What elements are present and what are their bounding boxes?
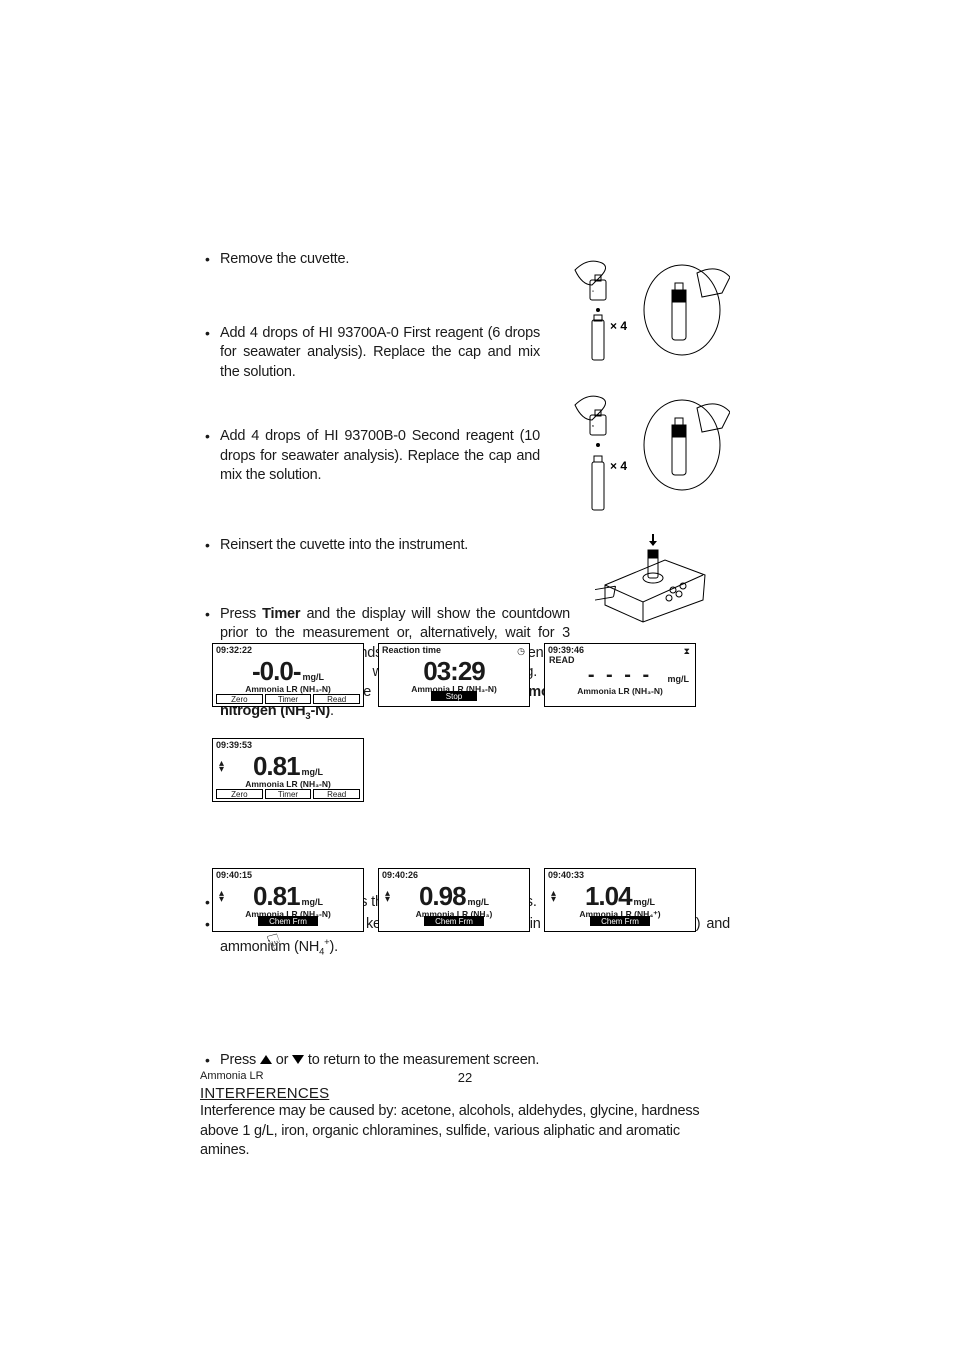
step-timer-1: Press — [220, 606, 262, 622]
lcd-result: 09:39:53 ▴▾ 0.81mg/L Ammonia LR (NH₃-N) … — [212, 738, 364, 802]
step-reagent-b: Add 4 drops of HI 93700B-0 Second reagen… — [200, 427, 540, 486]
interferences-body: Interference may be caused by: acetone, … — [200, 1102, 730, 1161]
lcd6-unit: mg/L — [468, 897, 490, 907]
lcd7-unit: mg/L — [634, 897, 656, 907]
lcd1-time: 09:32:22 — [216, 645, 252, 655]
lcd1-unit: mg/L — [302, 672, 324, 682]
lcd1-value: -0.0- — [252, 656, 300, 686]
lcd1-btn-timer: Timer — [265, 694, 312, 704]
arrows2-b: or — [272, 1052, 292, 1068]
illus-reagent-a: A × 4 — [570, 255, 730, 375]
hourglass-icon: ⧗ — [684, 646, 690, 657]
arrows2-c: to return to the measurement screen. — [304, 1052, 539, 1068]
footer-page: 22 — [200, 1070, 730, 1085]
lcd4-unit: mg/L — [302, 767, 324, 777]
step-remove-text: Remove the cuvette. — [220, 251, 349, 267]
lcd5-chem: Chem Frm — [258, 916, 318, 926]
lcd5-value: 0.81 — [253, 881, 300, 911]
lcd-chem-2: 09:40:26 ▴▾ 0.98mg/L Ammonia LR (NH₃) Ch… — [378, 868, 530, 932]
illus-instrument — [595, 530, 715, 625]
step-reagent-a-text: Add 4 drops of HI 93700A-0 First reagent… — [220, 325, 540, 380]
lcd-chem-3: 09:40:33 ▴▾ 1.04mg/L Ammonia LR (NH₄⁺) C… — [544, 868, 696, 932]
x4-b: × 4 — [610, 459, 627, 473]
step-arrows2: Press or to return to the measurement sc… — [200, 1051, 730, 1071]
step-reagent-b-text: Add 4 drops of HI 93700B-0 Second reagen… — [220, 428, 540, 483]
lcd-chem-1: 09:40:15 ▴▾ 0.81mg/L Ammonia LR (NH₃-N) … — [212, 868, 364, 932]
step-reagent-a: Add 4 drops of HI 93700A-0 First reagent… — [200, 324, 540, 383]
lcd4-btn-zero: Zero — [216, 789, 263, 799]
illus-reagent-b: B × 4 — [570, 390, 730, 520]
lcd6-chem: Chem Frm — [424, 916, 484, 926]
lcd1-btnrow: Zero Timer Read — [216, 694, 360, 704]
lcd7-time: 09:40:33 — [548, 870, 584, 880]
lcd7-value: 1.04 — [585, 881, 632, 911]
kw-timer: Timer — [262, 606, 300, 622]
arrow-down-icon-2 — [292, 1055, 304, 1064]
lcd6-value: 0.98 — [419, 881, 466, 911]
lcd3-method: Ammonia LR (NH₃-N) — [545, 686, 695, 696]
lcd7-chem: Chem Frm — [590, 916, 650, 926]
lcd-reaction: Reaction time ◷ 03:29 Ammonia LR (NH₃-N)… — [378, 643, 530, 707]
lcd4-btn-timer: Timer — [265, 789, 312, 799]
lcd4-btnrow: Zero Timer Read — [216, 789, 360, 799]
lcd1-btn-read: Read — [313, 694, 360, 704]
lcd6-time: 09:40:26 — [382, 870, 418, 880]
lcd-initial: 09:32:22 -0.0-mg/L Ammonia LR (NH₃-N) Ze… — [212, 643, 364, 707]
lcd4-value: 0.81 — [253, 751, 300, 781]
page-footer: Ammonia LR 22 — [200, 1070, 730, 1082]
arrow-up-icon-2 — [260, 1055, 272, 1064]
x4-a: × 4 — [610, 319, 627, 333]
lcd1-btn-zero: Zero — [216, 694, 263, 704]
lcd-read: 09:39:46 ⧗ READ - - - - mg/L Ammonia LR … — [544, 643, 696, 707]
lcd3-time: 09:39:46 — [548, 645, 584, 655]
lcd4-time: 09:39:53 — [216, 740, 252, 750]
chemfrm-sub2: 4 — [319, 946, 324, 957]
step-reinsert: Reinsert the cuvette into the instrument… — [200, 536, 540, 556]
step-reinsert-text: Reinsert the cuvette into the instrument… — [220, 537, 468, 553]
lcd5-unit: mg/L — [302, 897, 324, 907]
arrows2-a: Press — [220, 1052, 260, 1068]
lcd2-stop: Stop — [431, 691, 477, 701]
lcd5-time: 09:40:15 — [216, 870, 252, 880]
lcd4-btn-read: Read — [313, 789, 360, 799]
lcd2-value: 03:29 — [423, 656, 485, 686]
lcd3-unit: mg/L — [668, 674, 690, 684]
lcd4-method: Ammonia LR (NH₃-N) — [213, 779, 363, 789]
step-remove: Remove the cuvette. — [200, 250, 540, 270]
lcd1-method: Ammonia LR (NH₃-N) — [213, 684, 363, 694]
reagent-b-label: B — [592, 424, 594, 428]
chemfrm-d: ). — [329, 939, 337, 955]
reagent-a-label: A — [592, 289, 594, 293]
interferences-heading: INTERFERENCES — [200, 1085, 730, 1102]
lcd2-title: Reaction time — [382, 645, 441, 655]
